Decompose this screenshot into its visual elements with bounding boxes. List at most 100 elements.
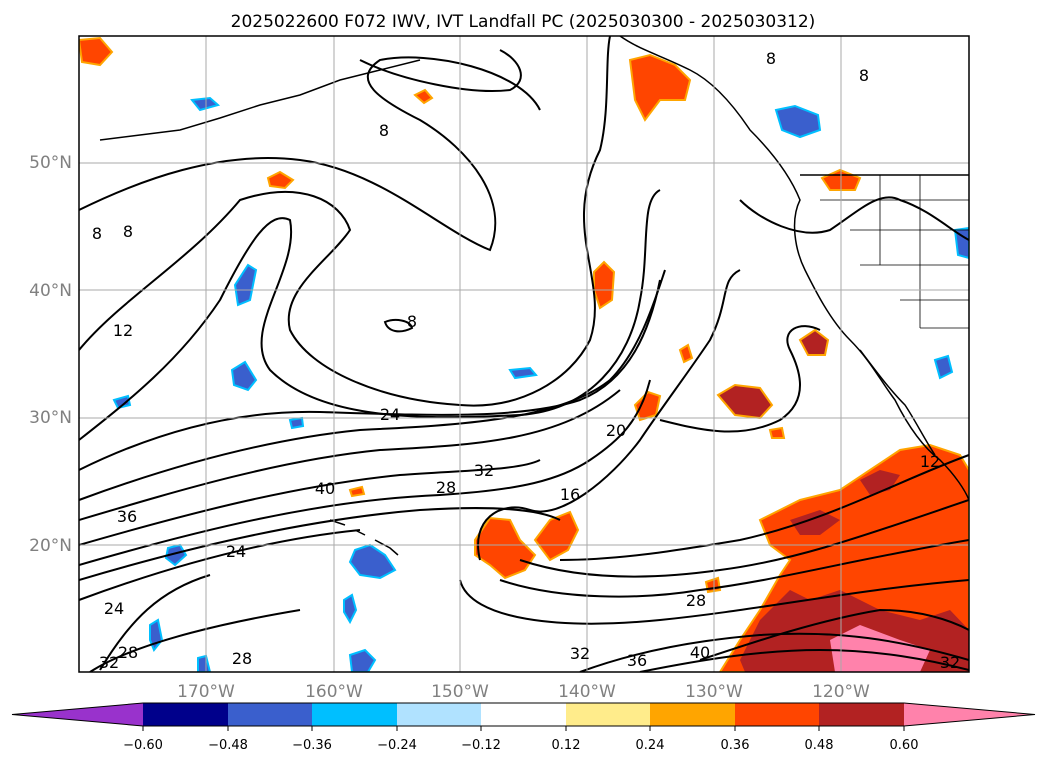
contour-label: 12	[920, 452, 940, 471]
contour-line	[79, 459, 541, 546]
contour-line	[79, 269, 666, 501]
positive-blob-c	[716, 383, 774, 420]
contour-line	[519, 499, 969, 578]
negative-blob-a	[348, 543, 397, 580]
contour-line	[79, 36, 611, 407]
positive-blob-f	[678, 343, 694, 364]
contour-label: 28	[118, 643, 138, 662]
contour-label: 32	[940, 653, 960, 672]
coastline-aleutians	[99, 59, 421, 141]
contour-label: 8	[123, 222, 133, 241]
contour-line	[659, 325, 821, 433]
contour-line	[89, 609, 301, 672]
colorbar-label: 0.12	[552, 738, 581, 753]
contour-label: 8	[859, 66, 869, 85]
colorbar-segment	[650, 703, 735, 726]
colorbar-segment	[397, 703, 481, 726]
longitude-label: 130°W	[685, 682, 743, 702]
colorbar-label: −0.12	[461, 738, 501, 753]
colorbar-label: 0.24	[636, 738, 665, 753]
colorbar: −0.60 −0.48 −0.36 −0.24 −0.12 0.12 0.24 0.36 0.4…	[11, 702, 1036, 753]
longitude-label: 170°W	[177, 682, 235, 702]
contour-line	[79, 507, 561, 581]
contour-label: 24	[380, 405, 400, 424]
contour-label: 36	[627, 651, 647, 670]
figure-title: 2025022600 F072 IWV, IVT Landfall PC (20…	[231, 12, 816, 32]
contour-line	[99, 574, 211, 671]
contour-line	[579, 632, 969, 672]
latitude-labels: 50°N 40°N 30°N 20°N	[29, 153, 72, 556]
negative-blob-k	[933, 354, 954, 380]
coastline-north-america	[619, 36, 969, 501]
longitude-label: 140°W	[558, 682, 616, 702]
positive-region-mexico-dark	[860, 470, 900, 495]
positive-blob-nw	[79, 36, 114, 67]
contour-label: 28	[686, 591, 706, 610]
latitude-label: 40°N	[29, 281, 72, 301]
contour-label: 28	[232, 649, 252, 668]
contour-line	[79, 189, 661, 441]
colorbar-label: 0.36	[721, 738, 750, 753]
contour-label: 20	[606, 421, 626, 440]
colorbar-extend-high	[904, 703, 1035, 726]
iwv-contours	[79, 36, 969, 672]
positive-region-mexico-dark2	[790, 510, 840, 535]
colorbar-segment	[735, 703, 819, 726]
contour-label: 12	[113, 321, 133, 340]
longitude-label: 160°W	[305, 682, 363, 702]
border-states	[820, 175, 969, 329]
contour-line	[383, 319, 414, 333]
latitude-label: 50°N	[29, 153, 72, 173]
contour-line	[477, 269, 741, 561]
contour-line	[559, 454, 969, 561]
negative-blob-e	[343, 593, 358, 625]
longitude-label: 120°W	[812, 682, 870, 702]
contour-line	[639, 648, 969, 672]
contour-label: 8	[766, 49, 776, 68]
colorbar-label: −0.36	[292, 738, 332, 753]
colorbar-label: −0.48	[208, 738, 248, 753]
colorbar-label: 0.48	[805, 738, 834, 753]
negative-blob-b	[774, 104, 822, 139]
latitude-label: 30°N	[29, 408, 72, 428]
positive-blob-g	[798, 328, 830, 356]
coastline-gulf-california	[859, 349, 936, 456]
negative-blob-m	[112, 394, 132, 410]
contour-label: 8	[407, 312, 417, 331]
contour-line	[459, 579, 969, 625]
contour-label: 40	[690, 643, 710, 662]
positive-blob-i	[266, 170, 295, 190]
negative-blob-o	[288, 416, 305, 430]
coastline-hawaii	[329, 519, 399, 556]
contour-line	[79, 389, 621, 521]
contour-label: 24	[104, 599, 124, 618]
contour-line	[79, 379, 651, 566]
negative-blob-n	[197, 654, 212, 672]
coastlines	[99, 36, 969, 556]
colorbar-segment	[143, 703, 228, 726]
contour-label: 36	[117, 507, 137, 526]
colorbar-extend-low	[12, 703, 143, 726]
contour-line	[359, 49, 522, 92]
negative-blob-c	[233, 263, 258, 307]
contour-line	[79, 529, 361, 601]
colorbar-label: −0.60	[123, 738, 163, 753]
positive-blob-e	[593, 260, 616, 310]
contour-line	[79, 56, 541, 252]
longitude-labels: 170°W 160°W 150°W 140°W 130°W 120°W	[177, 682, 870, 702]
contour-label: 8	[92, 224, 102, 243]
lat-lon-grid	[79, 36, 969, 672]
colorbar-label: 0.60	[890, 738, 919, 753]
negative-blob-g	[348, 648, 377, 672]
contour-label: 24	[226, 542, 246, 561]
colorbar-segment	[819, 703, 904, 726]
positive-blob-l	[768, 426, 786, 439]
colorbar-segment	[566, 703, 650, 726]
colorbar-segment	[312, 703, 397, 726]
longitude-label: 150°W	[431, 682, 489, 702]
positive-blob-j	[413, 88, 434, 105]
contour-line	[499, 539, 969, 598]
